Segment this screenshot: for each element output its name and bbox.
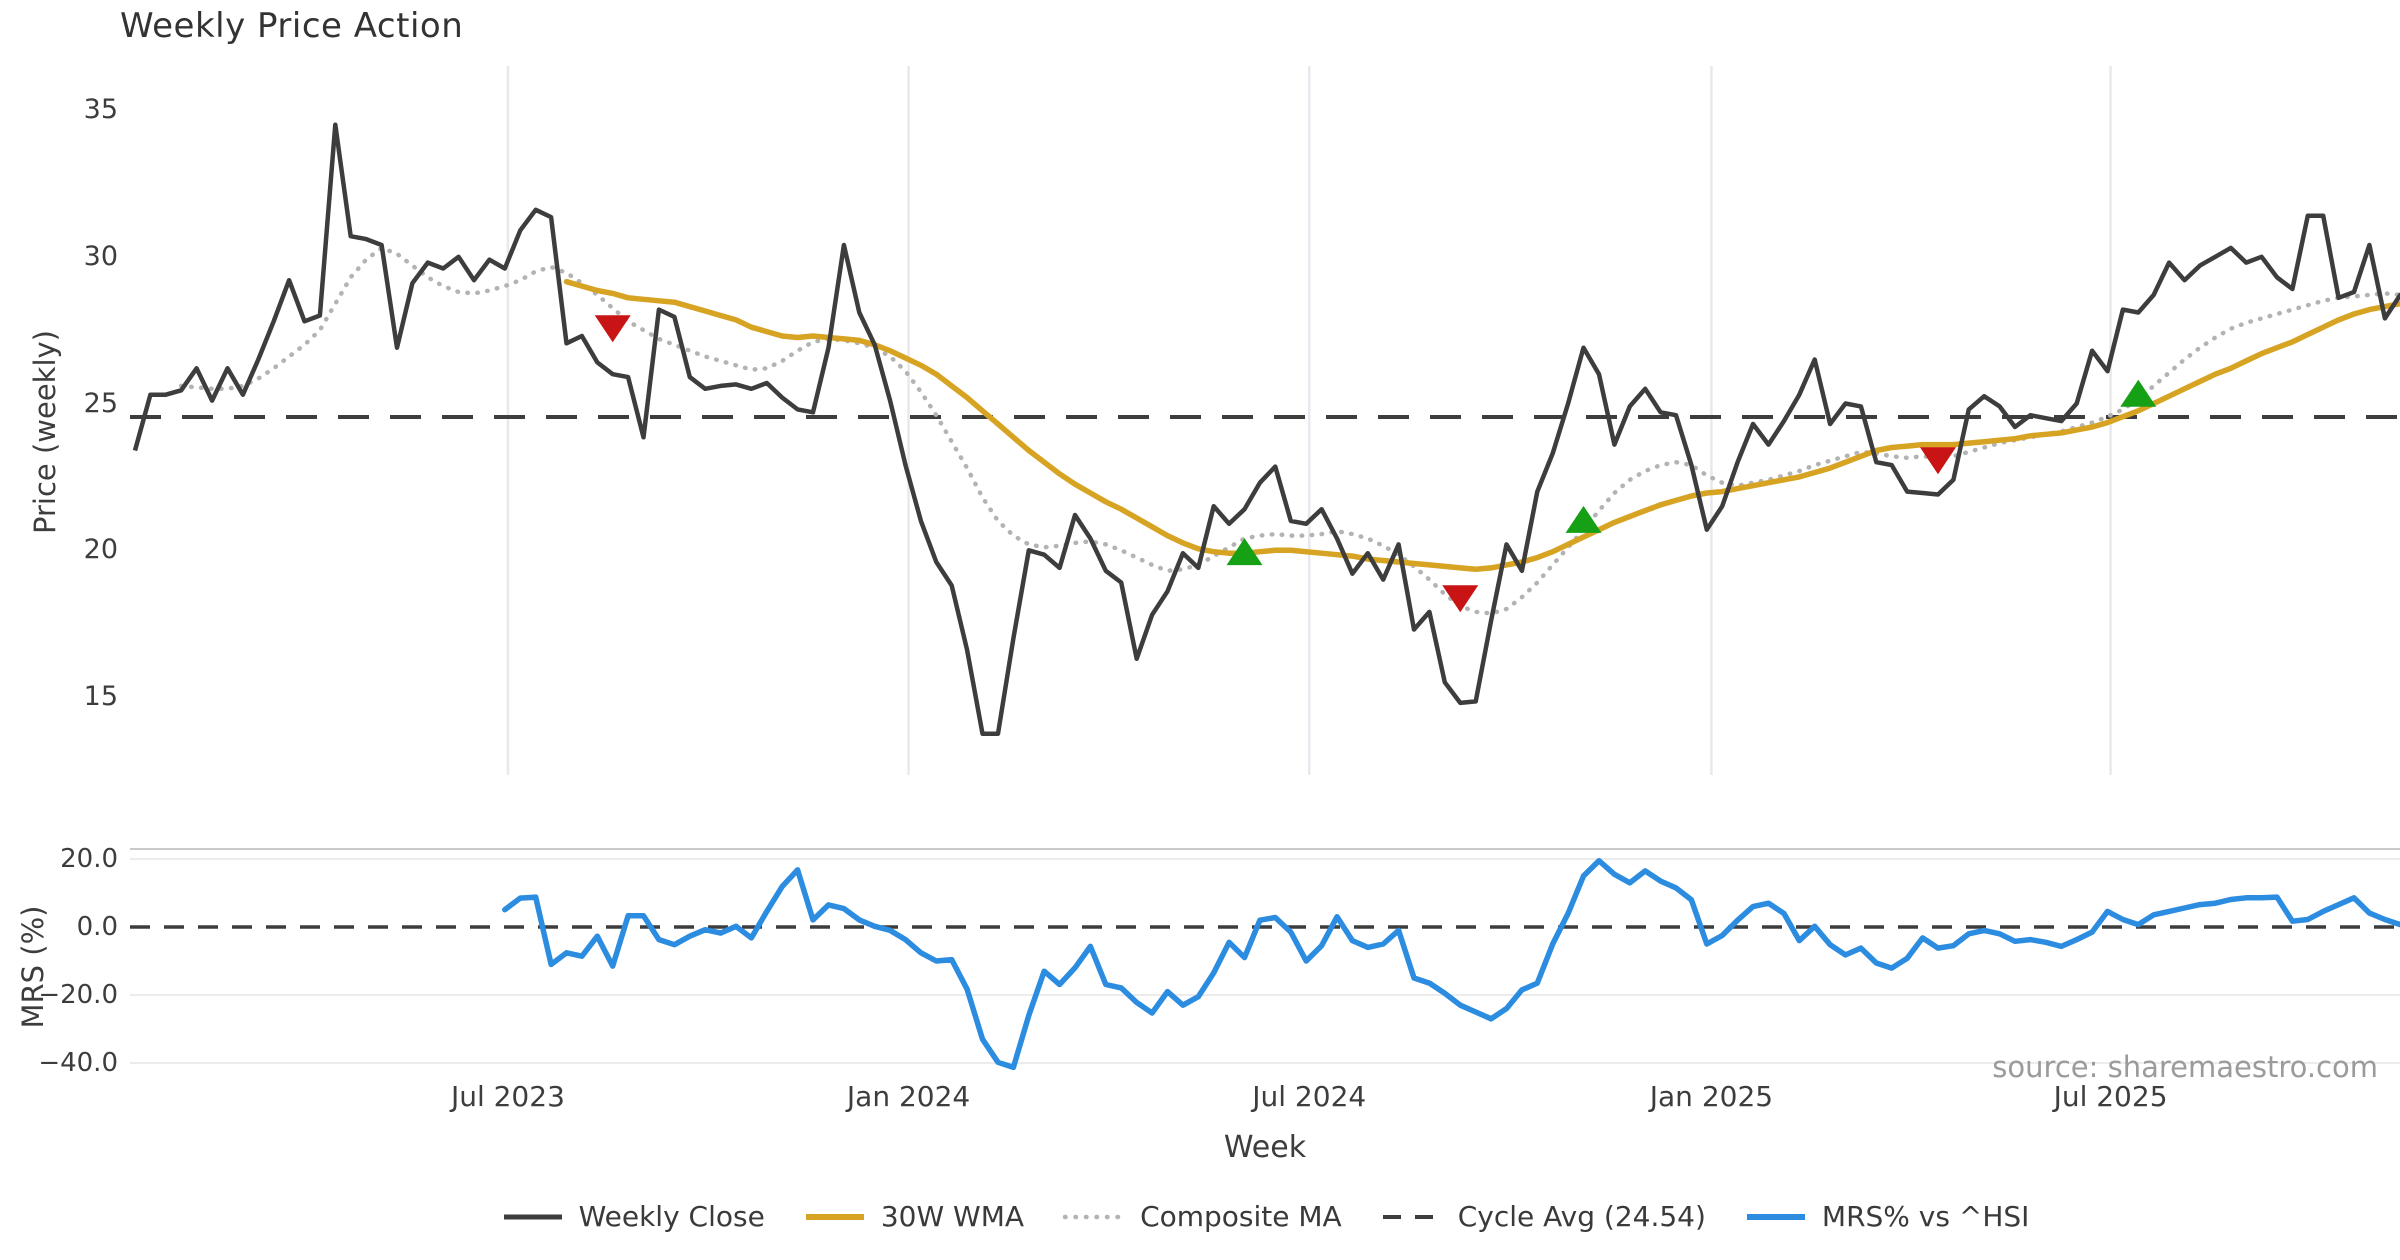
price-tick-15: 15 [83, 681, 118, 712]
legend-label: Composite MA [1140, 1200, 1342, 1233]
legend-label: Cycle Avg (24.54) [1457, 1200, 1706, 1233]
legend-item-weekly-close: Weekly Close [501, 1200, 765, 1233]
legend-item-composite-ma: Composite MA [1062, 1200, 1342, 1233]
sell-signal-marker [1919, 447, 1956, 475]
x-axis-title: Week [1223, 1130, 1307, 1165]
sell-signal-marker [594, 315, 631, 343]
mrs-line [502, 857, 2400, 1071]
legend-item-cycle-avg-24-54: Cycle Avg (24.54) [1380, 1200, 1706, 1233]
buy-signal-marker [1226, 538, 1263, 566]
legend-label: 30W WMA [880, 1200, 1025, 1233]
mrs-tick--20: −20.0 [38, 980, 118, 1010]
price-axis-title: Price (weekly) [28, 330, 62, 535]
x-tick-jul-2023: Jul 2023 [450, 1080, 565, 1113]
legend-swatch-solid [503, 1214, 562, 1219]
legend: Weekly Close 30W WMA Composite MA Cycle Avg… [130, 1200, 2400, 1233]
legend-swatch-dashed [1382, 1214, 1441, 1219]
x-tick-jan-2024: Jan 2024 [846, 1080, 971, 1113]
weekly-close-line [132, 122, 2400, 736]
legend-item-30w-wma: 30W WMA [803, 1200, 1024, 1233]
mrs-tick--40: −40.0 [38, 1048, 118, 1078]
chart-title: Weekly Price Action [120, 6, 464, 46]
x-tick-jul-2024: Jul 2024 [1252, 1080, 1367, 1113]
legend-item-mrs-vs-hsi: MRS% vs ^HSI [1744, 1200, 2030, 1233]
sell-signal-marker [1442, 585, 1479, 613]
legend-label: MRS% vs ^HSI [1821, 1200, 2030, 1233]
x-tick-jan-2025: Jan 2025 [1649, 1080, 1774, 1113]
source-credit: source: sharemaestro.com [1992, 1050, 2378, 1084]
mrs-tick-20: 20.0 [60, 844, 118, 874]
price-tick-20: 20 [83, 534, 118, 566]
x-tick-jul-2025: Jul 2025 [2053, 1080, 2168, 1113]
price-tick-30: 30 [83, 240, 118, 272]
mrs-axis-title: MRS (%) [16, 905, 50, 1029]
legend-swatch-solid [1746, 1213, 1805, 1220]
mrs-tick-0: 0.0 [76, 912, 118, 942]
price-tick-35: 35 [83, 94, 118, 125]
price-tick-25: 25 [83, 387, 118, 419]
buy-signal-marker [2120, 379, 2157, 407]
legend-swatch-solid [805, 1213, 864, 1220]
legend-label: Weekly Close [578, 1200, 765, 1233]
legend-swatch-dotted [1062, 1214, 1126, 1219]
wma-30w-line [563, 278, 2400, 573]
buy-signal-marker [1565, 505, 1602, 533]
